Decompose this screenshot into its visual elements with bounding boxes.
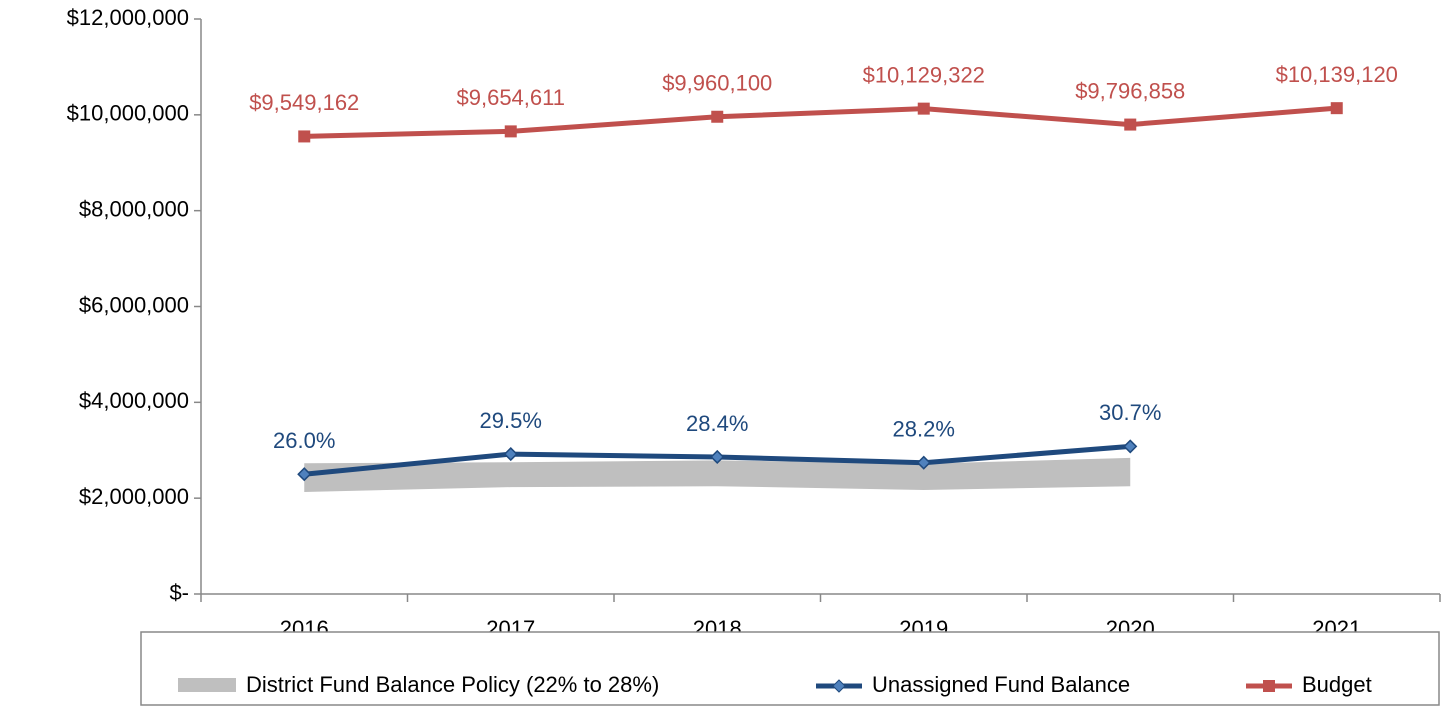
data-label: 30.7% — [1099, 400, 1161, 425]
legend-label: Budget — [1302, 672, 1372, 697]
data-label: $10,129,322 — [863, 62, 985, 87]
legend-label: District Fund Balance Policy (22% to 28%… — [246, 672, 659, 697]
data-label: 29.5% — [480, 408, 542, 433]
data-label: 28.2% — [893, 417, 955, 442]
legend-swatch — [178, 678, 236, 692]
series-line — [304, 105, 1337, 139]
marker — [297, 467, 312, 482]
marker — [917, 102, 930, 115]
data-label: $9,796,858 — [1075, 78, 1185, 103]
marker — [298, 130, 311, 143]
marker — [503, 447, 518, 462]
data-label: $9,960,100 — [662, 71, 772, 96]
marker — [916, 455, 931, 470]
data-label: $9,549,162 — [249, 90, 359, 115]
y-tick-label: $- — [169, 580, 189, 605]
marker — [711, 110, 724, 123]
legend-marker — [1263, 680, 1275, 692]
legend-marker — [832, 679, 846, 693]
marker — [1124, 118, 1137, 131]
y-tick-label: $4,000,000 — [79, 388, 189, 413]
y-tick-label: $2,000,000 — [79, 484, 189, 509]
y-tick-label: $10,000,000 — [67, 101, 189, 126]
marker — [710, 449, 725, 465]
legend-label: Unassigned Fund Balance — [872, 672, 1130, 697]
marker — [1123, 439, 1138, 454]
y-tick-label: $8,000,000 — [79, 196, 189, 221]
legend-box — [140, 631, 1440, 706]
y-tick-label: $12,000,000 — [67, 5, 189, 30]
data-label: $10,139,120 — [1276, 62, 1398, 87]
data-label: $9,654,611 — [457, 85, 565, 110]
data-label: 26.0% — [273, 428, 335, 453]
y-tick-label: $6,000,000 — [79, 292, 189, 317]
marker — [1330, 102, 1343, 115]
data-label: 28.4% — [686, 411, 748, 436]
marker — [504, 125, 517, 138]
